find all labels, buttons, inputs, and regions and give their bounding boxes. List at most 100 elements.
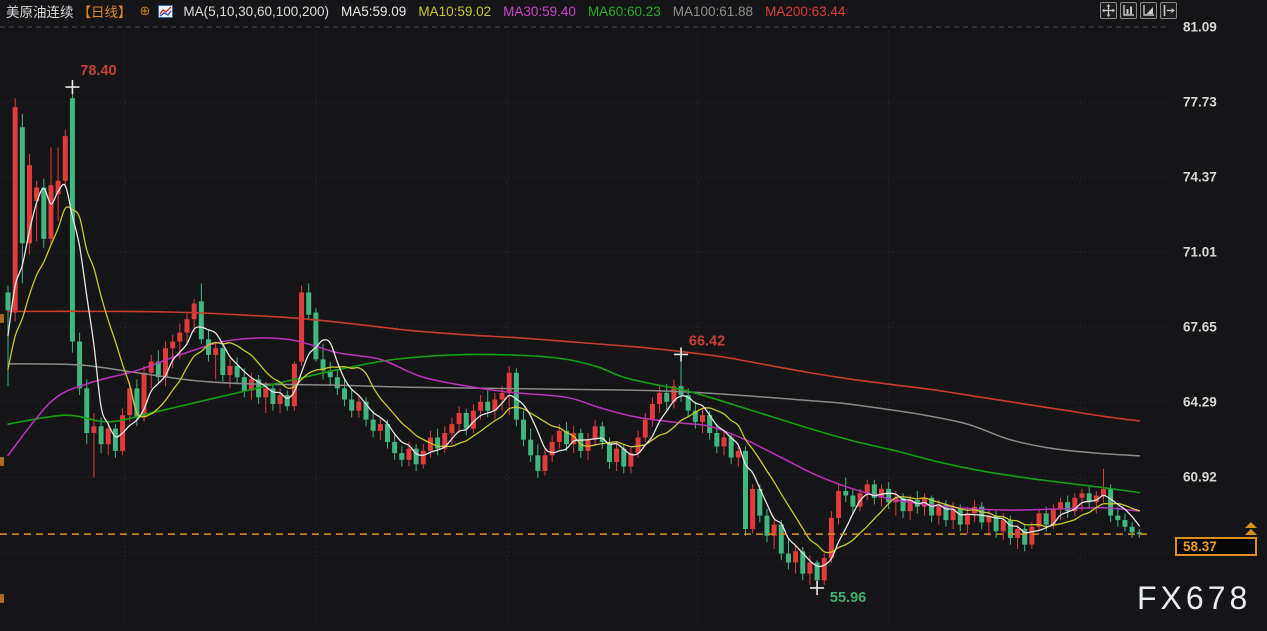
indicator-chart-window-button[interactable] — [1140, 2, 1157, 19]
candle-body — [41, 187, 47, 239]
candle-body — [843, 491, 849, 496]
candle-body — [542, 455, 548, 471]
ma100-value: MA100:61.88 — [672, 3, 754, 19]
mini-chart-icon[interactable] — [158, 4, 174, 18]
y-axis-label: 64.29 — [1183, 395, 1217, 410]
candle-body — [936, 504, 942, 516]
candle-body — [184, 319, 190, 333]
candle-body — [220, 348, 226, 375]
extreme-cross-marker — [65, 80, 80, 95]
ma10-line — [7, 206, 1140, 554]
clipped-left-axis-marker — [0, 594, 4, 603]
candle-body — [764, 515, 770, 536]
candle-body — [19, 127, 25, 244]
candle-body — [313, 312, 319, 360]
candle-body — [993, 515, 999, 532]
candle-body — [836, 491, 842, 518]
candle-body — [392, 441, 398, 454]
candle-body — [449, 424, 455, 434]
chart-toolbar — [1100, 2, 1177, 19]
candle-body — [685, 395, 691, 411]
candle-body — [227, 366, 233, 375]
candle-body — [34, 187, 40, 201]
candle-body — [277, 395, 283, 405]
candle-body — [900, 497, 906, 512]
candle-body — [284, 395, 290, 407]
candle-body — [1065, 502, 1071, 512]
candle-body — [828, 517, 834, 559]
candle-body — [606, 441, 612, 463]
candle-body — [105, 428, 111, 445]
candle-body — [320, 359, 326, 371]
price-annotation: 55.96 — [830, 590, 866, 606]
candle-body — [1100, 488, 1106, 496]
candle-body — [964, 513, 970, 525]
candle-body — [191, 303, 197, 320]
candle-body — [499, 392, 505, 400]
candle-body — [155, 361, 161, 378]
candle-body — [1022, 529, 1028, 545]
candle-body — [728, 437, 734, 458]
candle-body — [757, 488, 763, 516]
clipped-left-axis-marker — [0, 314, 4, 323]
add-overlay-icon[interactable]: ⊕ — [139, 3, 151, 18]
indicator-chart-icon — [1143, 5, 1154, 16]
candle-body — [585, 439, 591, 451]
exit-chart-button[interactable] — [1160, 2, 1177, 19]
candle-body — [700, 415, 706, 422]
candle-body — [442, 433, 448, 449]
candle-body — [148, 361, 154, 373]
main-chart-window-button[interactable] — [1120, 2, 1137, 19]
candle-body — [528, 439, 534, 456]
candle-body — [356, 401, 362, 411]
chart-header: 美原油连续 【日线】 ⊕ MA(5,10,30,60,100,200) MA5:… — [6, 2, 845, 20]
ma200-line — [7, 310, 1141, 422]
candle-body — [979, 506, 985, 523]
candle-body — [628, 453, 634, 467]
candle-body — [370, 419, 376, 431]
candle-body — [671, 386, 677, 402]
ma10-value: MA10:59.02 — [418, 3, 492, 19]
candle-body — [742, 450, 748, 530]
candle-body — [950, 508, 956, 521]
candle-body — [492, 399, 498, 411]
candle-body — [785, 553, 791, 563]
candle-body — [649, 404, 655, 420]
crosshair-move-button[interactable] — [1100, 2, 1117, 19]
candle-body — [821, 558, 827, 581]
candle-body — [778, 524, 784, 554]
y-axis-label: 71.01 — [1183, 245, 1217, 260]
candle-body — [707, 415, 713, 434]
candle-body — [399, 453, 405, 460]
candle-body — [1000, 520, 1006, 532]
period-label[interactable]: 【日线】 — [77, 5, 132, 20]
candle-body — [800, 551, 806, 574]
ma-settings-label[interactable]: MA(5,10,30,60,100,200) — [183, 3, 330, 19]
candle-body — [721, 437, 727, 447]
candle-body — [342, 388, 348, 400]
candle-body — [435, 437, 441, 449]
candle-body — [98, 426, 104, 445]
candle-body — [134, 388, 140, 418]
candle-body — [850, 495, 856, 507]
candle-body — [535, 455, 541, 471]
candle-body — [1129, 526, 1135, 533]
exit-arrow-icon — [1163, 5, 1175, 16]
candle-body — [943, 504, 949, 521]
candle-body — [327, 370, 333, 378]
candle-body — [112, 428, 118, 451]
price-up-chevron-icon — [1245, 529, 1257, 535]
candle-body — [1122, 520, 1128, 527]
candle-body — [363, 401, 369, 420]
candle-body — [84, 388, 90, 434]
clipped-left-axis-marker — [0, 457, 4, 466]
candle-body — [1058, 502, 1064, 509]
ma60-line — [7, 353, 1141, 494]
candle-body — [1015, 529, 1021, 538]
candle-body — [549, 441, 555, 456]
crosshair-move-icon — [1102, 4, 1115, 17]
y-axis-label: 74.37 — [1183, 170, 1217, 185]
candle-body — [12, 107, 18, 313]
candle-body — [170, 341, 176, 349]
